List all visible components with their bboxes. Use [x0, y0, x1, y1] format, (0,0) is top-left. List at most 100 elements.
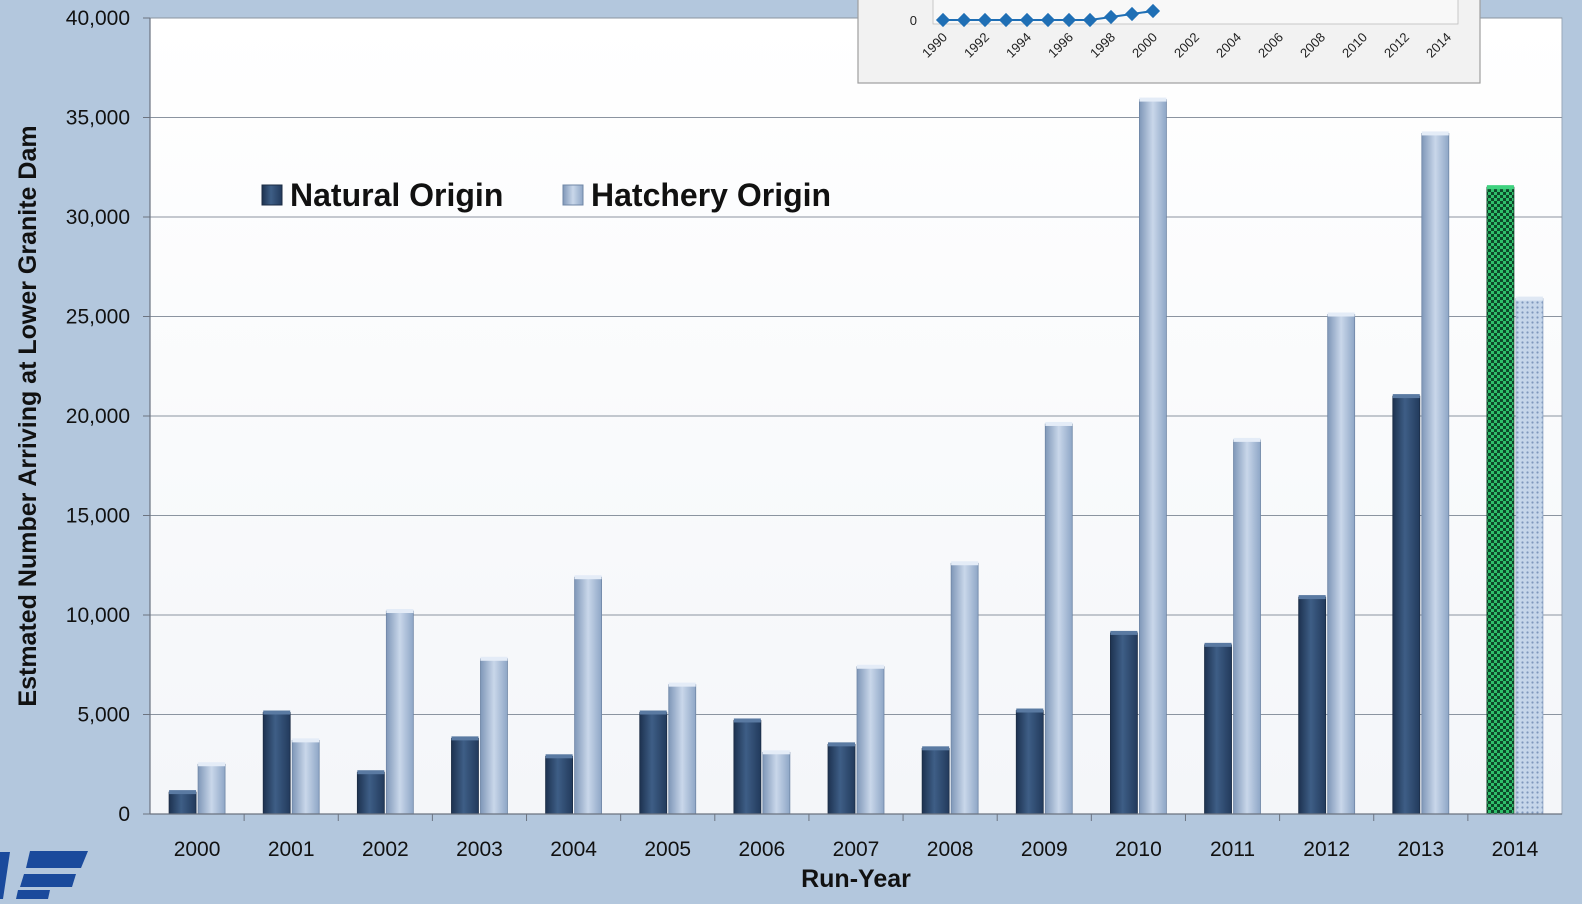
- bar-cap-hatchery-2011: [1233, 437, 1261, 442]
- x-tick-label: 2010: [1115, 838, 1162, 861]
- bar-natural-2013: [1392, 395, 1421, 815]
- bar-natural-2014: [1486, 186, 1515, 815]
- bar-natural-2006: [733, 720, 762, 815]
- bar-cap-hatchery-2012: [1327, 312, 1355, 317]
- y-tick-label: 5,000: [77, 704, 130, 727]
- legend-label-natural: Natural Origin: [290, 177, 503, 213]
- bar-natural-2007: [827, 743, 856, 815]
- logo-stripe-1: [0, 852, 10, 899]
- inset-point: [956, 12, 972, 28]
- legend-swatch-natural: [261, 184, 283, 206]
- inset-point: [935, 12, 951, 28]
- bar-cap-hatchery-2005: [668, 682, 696, 687]
- bar-cap-hatchery-2007: [857, 664, 884, 669]
- bar-hatchery-2013: [1421, 133, 1450, 815]
- x-tick-label: 2014: [1492, 838, 1539, 861]
- bar-cap-hatchery-2002: [386, 609, 414, 614]
- bar-hatchery-2000: [197, 763, 226, 815]
- bar-hatchery-2011: [1233, 439, 1261, 815]
- bar-natural-2000: [168, 791, 197, 815]
- bar-cap-natural-2007: [828, 742, 855, 747]
- x-tick-label: 2007: [833, 838, 880, 861]
- bar-cap-natural-2012: [1298, 595, 1326, 600]
- inset-point: [1019, 12, 1035, 28]
- x-tick-label: 2008: [927, 838, 974, 861]
- y-tick-label: 30,000: [66, 206, 130, 229]
- bar-cap-natural-2002: [357, 770, 385, 775]
- x-tick-label: 2012: [1303, 838, 1350, 861]
- bar-cap-hatchery-2014: [1515, 296, 1543, 301]
- x-axis-label: Run-Year: [801, 865, 911, 893]
- x-tick-label: 2011: [1210, 838, 1255, 861]
- inset-point: [1124, 6, 1140, 22]
- bar-hatchery-2006: [762, 751, 791, 815]
- axes: 0 5,000 10,000 15,000 20,000 25,000 30,000 35,0…: [66, 7, 1562, 861]
- y-tick-label: 25,000: [66, 306, 130, 329]
- bar-hatchery-2009: [1044, 423, 1073, 815]
- bar-cap-hatchery-2006: [762, 750, 790, 755]
- inset-point: [1061, 12, 1077, 28]
- y-tick-label: 15,000: [66, 505, 130, 528]
- bar-hatchery-2010: [1139, 99, 1167, 815]
- bar-natural-2008: [921, 747, 950, 815]
- y-tick-label: 10,000: [66, 604, 130, 627]
- bar-hatchery-2003: [480, 658, 508, 815]
- bar-cap-natural-2010: [1110, 630, 1138, 635]
- bar-cap-hatchery-2004: [574, 575, 602, 580]
- bar-cap-natural-2004: [545, 754, 573, 759]
- legend-swatch-hatchery: [562, 184, 584, 206]
- bar-natural-2005: [639, 712, 668, 815]
- bar-cap-natural-2009: [1016, 708, 1044, 713]
- bar-natural-2012: [1298, 596, 1327, 815]
- bar-natural-2011: [1204, 644, 1232, 815]
- inset-point: [998, 12, 1014, 28]
- bar-natural-2003: [451, 737, 479, 815]
- inset-point: [1103, 9, 1119, 25]
- y-tick-label: 40,000: [66, 7, 130, 30]
- bar-hatchery-2001: [291, 739, 320, 815]
- legend-item-natural: Natural Origin: [261, 177, 503, 213]
- bar-cap-hatchery-2008: [951, 561, 979, 566]
- logo-stripe-4: [16, 890, 50, 899]
- bar-cap-natural-2005: [639, 710, 667, 715]
- bar-hatchery-2004: [574, 576, 602, 815]
- inset-point: [1082, 12, 1098, 28]
- bar-cap-natural-2008: [922, 746, 950, 751]
- bar-hatchery-2002: [385, 610, 414, 815]
- y-axis-label: Estmated Number Arriving at Lower Granit…: [14, 125, 42, 706]
- logo-stripe-2: [26, 851, 88, 868]
- bar-cap-natural-2011: [1204, 642, 1232, 647]
- x-tick-label: 2003: [456, 838, 503, 861]
- legend-item-hatchery: Hatchery Origin: [562, 177, 831, 213]
- bar-natural-2002: [356, 771, 385, 815]
- inset-point: [1040, 12, 1056, 28]
- y-tick-label: 20,000: [66, 405, 130, 428]
- bar-natural-2010: [1110, 632, 1138, 815]
- bar-cap-hatchery-2001: [292, 738, 320, 743]
- bar-cap-hatchery-2003: [480, 656, 508, 661]
- inset-y-tick-label: 0: [910, 13, 917, 28]
- x-tick-label: 2006: [739, 838, 786, 861]
- bar-cap-natural-2001: [263, 710, 291, 715]
- bar-hatchery-2007: [856, 666, 885, 815]
- bar-cap-hatchery-2010: [1139, 97, 1167, 102]
- bar-hatchery-2008: [950, 562, 979, 815]
- bar-cap-hatchery-2009: [1045, 421, 1073, 426]
- y-tick-label: 35,000: [66, 107, 130, 130]
- legend-label-hatchery: Hatchery Origin: [591, 177, 831, 213]
- bar-cap-natural-2013: [1392, 394, 1420, 399]
- x-tick-label: 2002: [362, 838, 409, 861]
- x-tick-label: 2000: [174, 838, 221, 861]
- bar-marks: [168, 97, 1544, 815]
- bar-natural-2004: [545, 755, 573, 815]
- logo: [0, 851, 88, 899]
- bar-cap-natural-2000: [169, 790, 197, 795]
- bar-cap-natural-2003: [451, 736, 479, 741]
- x-tick-label: 2005: [644, 838, 691, 861]
- inset-point: [1145, 3, 1161, 19]
- x-tick-label: 2004: [550, 838, 597, 861]
- inset-point: [977, 12, 993, 28]
- x-tick-label: 2009: [1021, 838, 1068, 861]
